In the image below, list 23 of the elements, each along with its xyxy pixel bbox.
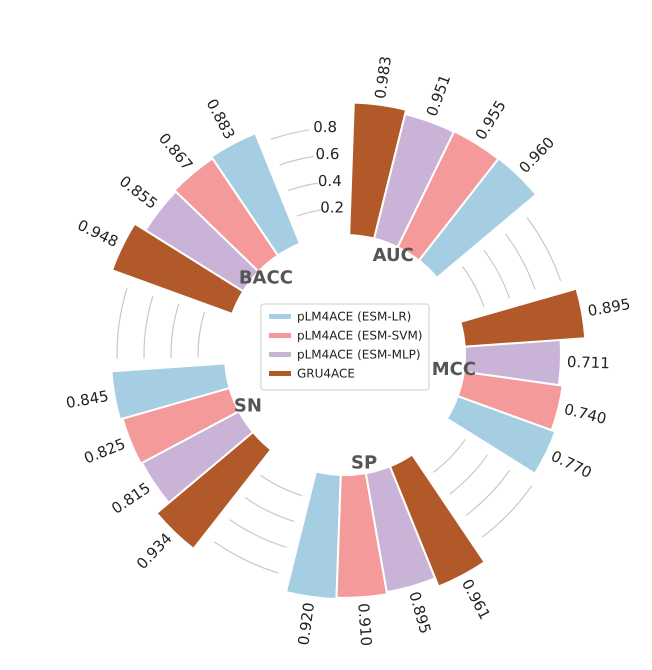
data-label: 0.951 <box>422 72 454 119</box>
legend-label: pLM4ACE (ESM-LR) <box>297 309 412 324</box>
data-label: 0.920 <box>294 601 318 646</box>
legend-label: GRU4ACE <box>297 366 356 380</box>
text: 0.2 <box>320 198 344 217</box>
legend-label: pLM4ACE (ESM-SVM) <box>297 328 422 342</box>
text: 0.8 <box>313 118 338 136</box>
data-label: 0.910 <box>354 602 376 647</box>
data-label: 0.825 <box>81 434 128 468</box>
category-label: BACC <box>238 268 293 289</box>
category-label: SN <box>234 396 262 417</box>
text: 0.4 <box>318 172 342 190</box>
data-label: 0.895 <box>586 294 632 320</box>
data-label: 0.740 <box>562 400 608 428</box>
text: 0.6 <box>316 144 340 163</box>
category-label: SP <box>351 452 378 474</box>
category-label: AUC <box>372 245 414 266</box>
data-label: 0.983 <box>371 54 396 100</box>
data-label: 0.895 <box>405 590 434 636</box>
legend-label: pLM4ACE (ESM-MLP) <box>297 347 421 362</box>
data-label: 0.711 <box>566 352 610 372</box>
category-label: MCC <box>432 359 476 380</box>
data-label: 0.845 <box>64 386 110 412</box>
